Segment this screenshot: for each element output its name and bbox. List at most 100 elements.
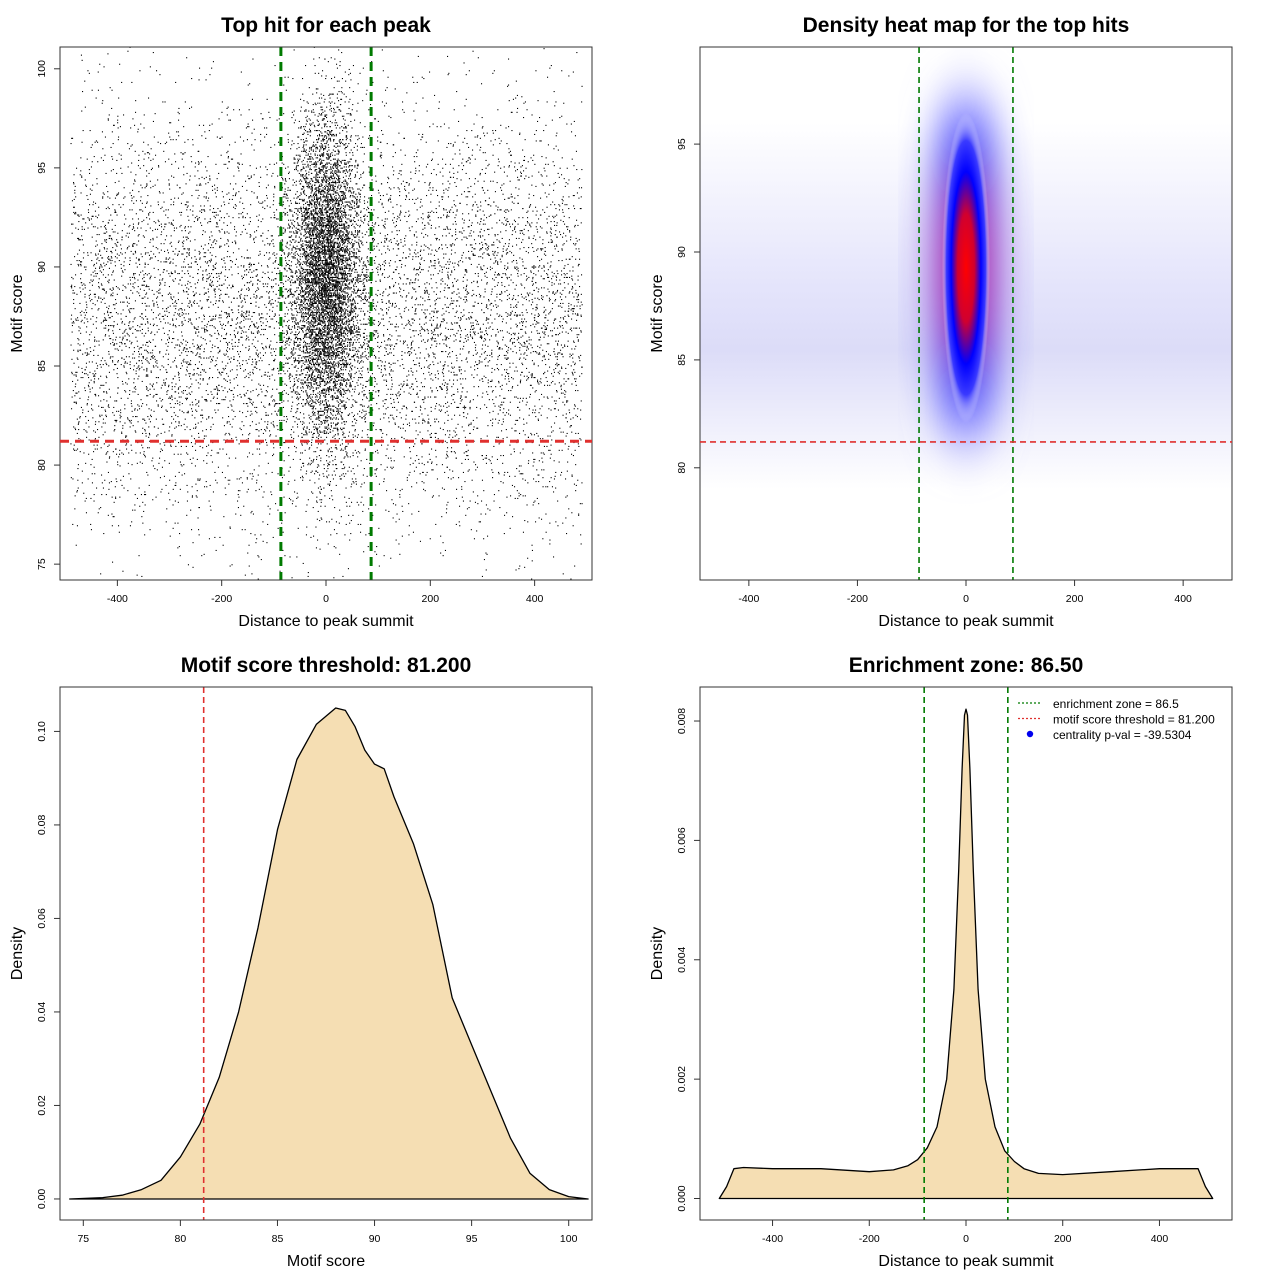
scatter-point — [289, 556, 291, 558]
scatter-point — [75, 318, 77, 320]
scatter-point — [468, 423, 470, 425]
scatter-point — [361, 232, 363, 234]
scatter-point — [418, 170, 420, 172]
scatter-point — [533, 250, 535, 252]
scatter-point — [421, 222, 423, 224]
scatter-point — [549, 266, 551, 268]
scatter-point — [491, 356, 493, 358]
scatter-point — [232, 188, 234, 190]
scatter-point — [357, 213, 359, 215]
scatter-point — [460, 336, 462, 338]
scatter-point — [538, 288, 540, 290]
scatter-point — [351, 501, 353, 503]
scatter-point — [390, 369, 392, 371]
scatter-point — [204, 256, 206, 258]
scatter-point — [121, 236, 123, 238]
scatter-point — [452, 367, 454, 369]
scatter-point — [516, 468, 518, 470]
scatter-point — [177, 416, 179, 418]
scatter-point — [509, 150, 511, 152]
scatter-point — [349, 275, 351, 277]
scatter-point — [270, 396, 272, 398]
scatter-point — [451, 271, 453, 273]
scatter-point — [444, 412, 446, 414]
scatter-point — [243, 370, 245, 372]
scatter-point — [504, 357, 506, 359]
scatter-point — [409, 464, 411, 466]
scatter-point — [255, 364, 257, 366]
scatter-point — [548, 353, 550, 355]
scatter-point — [435, 227, 437, 229]
scatter-point — [121, 322, 123, 324]
scatter-point — [491, 352, 493, 354]
scatter-point — [172, 527, 174, 529]
scatter-point — [538, 399, 540, 401]
scatter-point — [522, 321, 524, 323]
scatter-point — [403, 438, 405, 440]
scatter-point — [92, 215, 94, 217]
scatter-point — [387, 406, 389, 408]
scatter-point — [245, 180, 247, 182]
scatter-point — [576, 296, 578, 298]
scatter-point — [309, 479, 311, 481]
scatter-point — [181, 321, 183, 323]
scatter-point — [537, 353, 539, 355]
scatter-point — [94, 226, 96, 228]
scatter-point — [441, 516, 443, 518]
scatter-point — [551, 396, 553, 398]
scatter-point — [77, 464, 79, 466]
scatter-point — [249, 425, 251, 427]
scatter-point — [487, 322, 489, 324]
scatter-point — [483, 132, 485, 134]
scatter-point — [149, 421, 151, 423]
scatter-point — [400, 278, 402, 280]
scatter-point — [120, 206, 122, 208]
scatter-point — [133, 202, 135, 204]
scatter-point — [305, 308, 307, 310]
scatter-point — [361, 404, 363, 406]
scatter-point — [536, 469, 538, 471]
scatter-point — [563, 178, 565, 180]
scatter-point — [228, 315, 230, 317]
scatter-point — [99, 387, 101, 389]
scatter-point — [528, 276, 530, 278]
scatter-point — [248, 109, 250, 111]
scatter-point — [298, 278, 300, 280]
scatter-point — [91, 161, 93, 163]
scatter-point — [555, 334, 557, 336]
scatter-point — [553, 348, 555, 350]
scatter-point — [415, 274, 417, 276]
scatter-point — [78, 429, 80, 431]
scatter-point — [568, 75, 570, 77]
scatter-point — [96, 340, 98, 342]
scatter-point — [372, 351, 374, 353]
scatter-point — [297, 165, 299, 167]
scatter-point — [452, 477, 454, 479]
scatter-point — [384, 241, 386, 243]
scatter-point — [314, 594, 315, 595]
scatter-point — [335, 230, 337, 232]
scatter-point — [171, 395, 173, 397]
scatter-point — [374, 473, 376, 475]
scatter-point — [220, 217, 222, 219]
scatter-point — [178, 349, 180, 351]
scatter-point — [547, 269, 549, 271]
scatter-point — [178, 325, 180, 327]
scatter-point — [426, 309, 428, 311]
scatter-point — [514, 228, 516, 230]
scatter-point — [119, 336, 121, 338]
scatter-point — [319, 226, 321, 228]
scatter-point — [578, 187, 580, 189]
scatter-point — [492, 250, 494, 252]
scatter-point — [557, 409, 559, 411]
scatter-point — [513, 260, 515, 262]
scatter-point — [564, 315, 566, 317]
scatter-point — [162, 315, 164, 317]
scatter-point — [385, 344, 387, 346]
scatter-point — [212, 318, 214, 320]
scatter-point — [320, 380, 322, 382]
scatter-point — [85, 373, 87, 375]
scatter-point — [452, 284, 454, 286]
scatter-point — [409, 471, 411, 473]
scatter-point — [155, 496, 157, 498]
